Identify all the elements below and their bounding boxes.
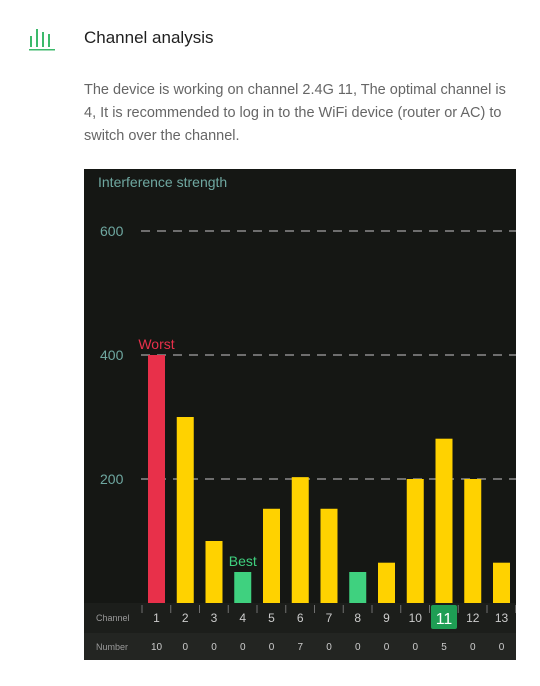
number-cell: 0 [182,642,188,653]
x-tick-label: 13 [495,611,509,625]
bar-channel-4 [234,572,252,603]
number-cell: 0 [470,642,476,653]
number-cell: 0 [240,642,246,653]
bar-channel-5 [263,508,280,603]
x-tick-label: 9 [383,611,390,625]
x-tick-label: 5 [268,611,275,625]
bar-channel-9 [378,562,395,603]
bar-channel-6 [291,477,309,603]
y-tick-label: 600 [100,223,124,239]
number-cell: 0 [499,642,505,653]
number-cell: 0 [211,642,217,653]
number-row-label: Number [96,642,128,652]
worst-label: Worst [138,336,174,352]
x-tick-label: 2 [182,611,189,625]
x-tick-label: 7 [326,611,333,625]
y-tick-label: 400 [100,347,124,363]
interference-chart: Interference strength 200 400 600 Worst Best C… [84,169,516,660]
number-cell: 7 [297,642,303,653]
x-tick-label: 6 [297,611,304,625]
number-cell: 0 [326,642,332,653]
channel-row-label: Channel [96,613,130,623]
number-cell: 0 [384,642,390,653]
best-label: Best [229,553,257,569]
bar-channel-7 [320,508,338,603]
bar-chart-icon [29,29,55,51]
number-cell: 0 [269,642,275,653]
bar-channel-2 [176,417,194,603]
channel-description: The device is working on channel 2.4G 11… [84,82,506,144]
number-row [84,633,516,660]
current-channel-highlight [431,605,457,629]
bar-channel-12 [464,479,482,603]
number-cell: 0 [355,642,361,653]
x-tick-label: 11 [436,611,453,628]
number-cell: 10 [151,642,163,653]
chart-title: Interference strength [98,174,227,190]
bar-channel-3 [205,541,223,603]
bar-channel-8 [349,572,367,603]
bar-channel-1 [148,355,165,603]
x-tick-label: 8 [354,611,361,625]
number-cell: 0 [412,642,418,653]
bar-channel-10 [406,479,424,603]
bar-channel-11 [435,438,453,603]
x-tick-label: 10 [409,611,423,625]
number-cell: 5 [441,642,447,653]
x-tick-label: 4 [239,611,246,625]
page-title: Channel analysis [84,28,214,47]
y-tick-label: 200 [100,471,124,487]
x-tick-label: 1 [153,611,160,625]
x-tick-label: 3 [211,611,218,625]
bar-channel-13 [493,562,510,603]
x-tick-label: 12 [466,611,480,625]
